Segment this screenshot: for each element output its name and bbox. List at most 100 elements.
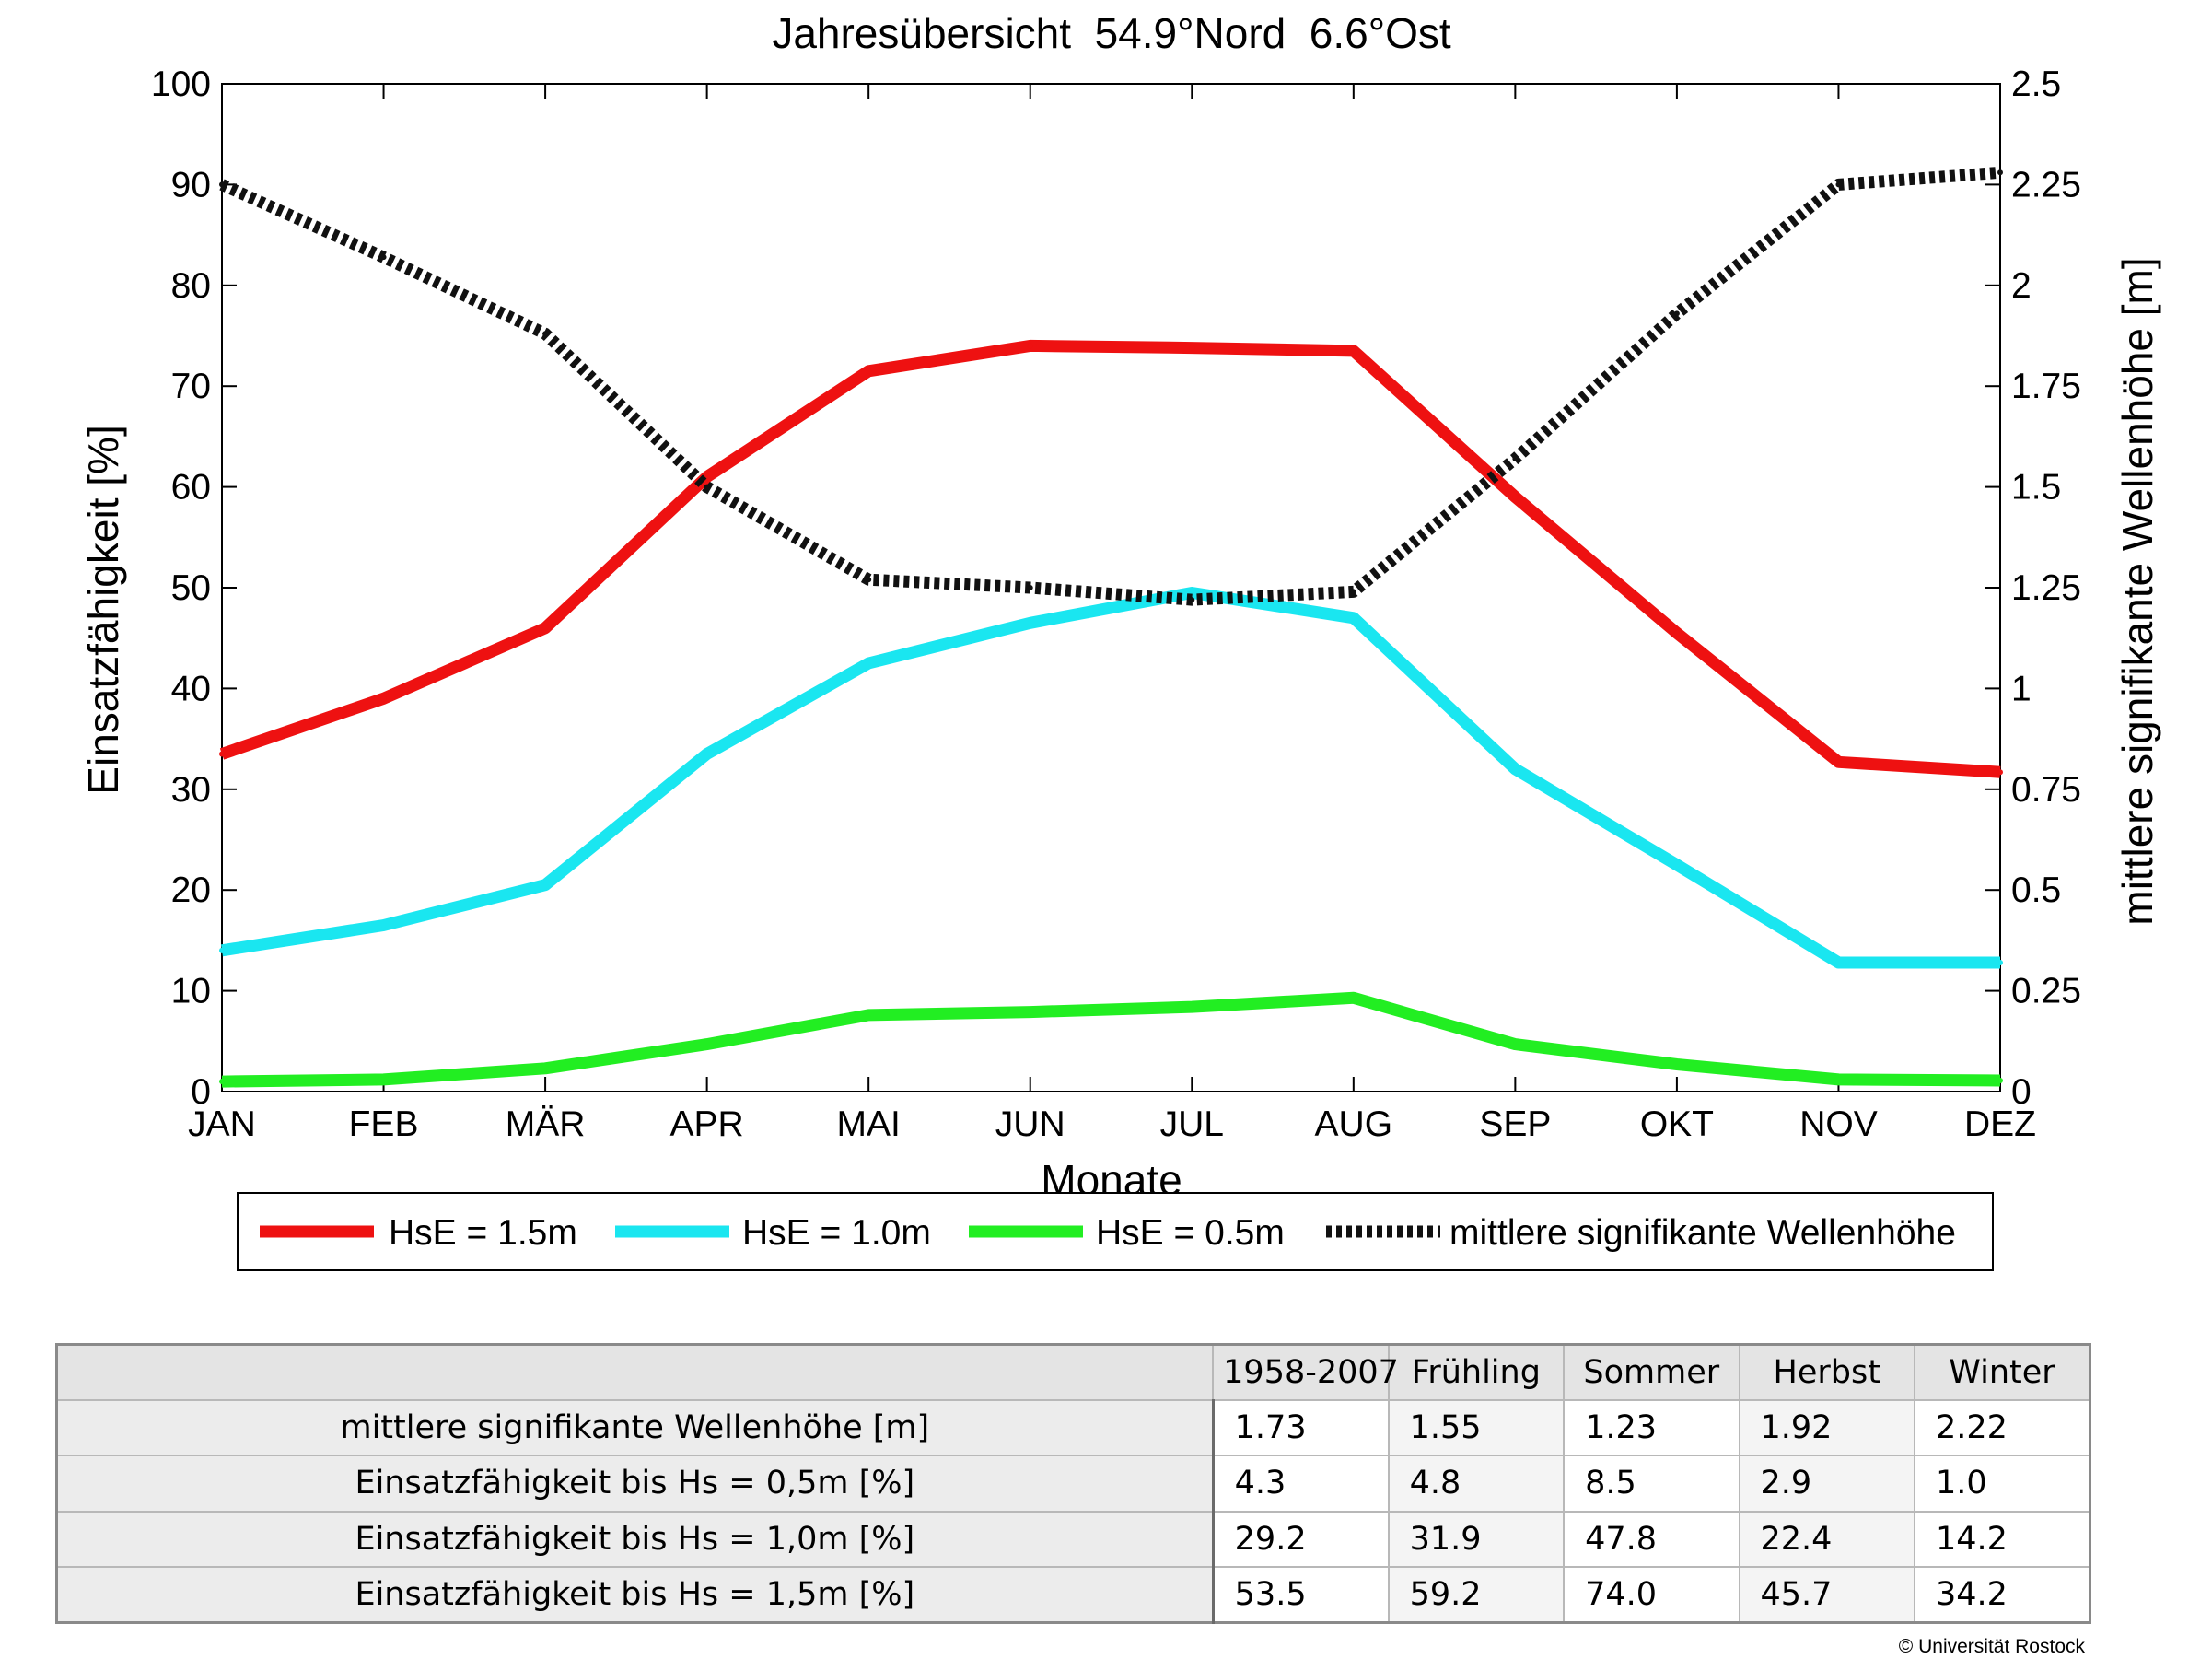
y2-tick-label: 2.5 (2011, 64, 2061, 104)
y-tick-label: 0 (191, 1072, 211, 1112)
y2-tick-label: 0.25 (2011, 972, 2081, 1011)
table-row: Einsatzfähigkeit bis Hs = 1,5m [%] 53.5 … (55, 1565, 2091, 1624)
data-point (1997, 169, 2003, 176)
legend-label: HsE = 0.5m (1096, 1213, 1285, 1253)
table-cell: 2.9 (1738, 1455, 1915, 1513)
y2-tick-label: 0.75 (2011, 770, 2081, 810)
table-cell: 1.23 (1563, 1399, 1740, 1457)
y2-tick-label: 2.25 (2011, 165, 2081, 204)
column-header: Sommer (1563, 1343, 1740, 1402)
legend-label: mittlere signifikante Wellenhöhe (1449, 1213, 1956, 1253)
row-label: Einsatzfähigkeit bis Hs = 1,5m [%] (55, 1565, 1215, 1624)
data-point (866, 660, 872, 667)
x-tick-label: FEB (349, 1104, 419, 1144)
data-point (704, 751, 710, 757)
row-label: mittlere signifikante Wellenhöhe [m] (55, 1399, 1215, 1457)
x-tick-label: SEP (1479, 1104, 1551, 1144)
y-tick-label: 50 (171, 568, 211, 608)
table-cell: 8.5 (1563, 1455, 1740, 1513)
x-tick-label: MÄR (506, 1104, 586, 1144)
table-cell: 1.92 (1738, 1399, 1915, 1457)
data-point (1027, 1009, 1033, 1015)
data-point (1835, 959, 1842, 965)
data-point (1189, 597, 1195, 603)
data-point (380, 695, 387, 702)
data-point (1835, 759, 1842, 765)
row-label: Einsatzfähigkeit bis Hs = 1,0m [%] (55, 1510, 1215, 1568)
data-point (380, 1076, 387, 1082)
data-point (1673, 861, 1680, 868)
data-point (1350, 995, 1356, 1001)
y-tick-label: 40 (171, 669, 211, 708)
series-line (221, 991, 2001, 1088)
data-point (1997, 959, 2003, 965)
x-tick-label: DEZ (1964, 1104, 2036, 1144)
table-cell: 31.9 (1387, 1510, 1566, 1568)
data-point (219, 947, 225, 953)
y2-tick-label: 1.25 (2011, 568, 2081, 608)
data-point (1512, 765, 1519, 772)
data-point (542, 882, 549, 888)
table-cell: 1.73 (1212, 1399, 1390, 1457)
table-header-row: 1958-2007 Frühling Sommer Herbst Winter (55, 1343, 2091, 1402)
series-line (219, 339, 2001, 778)
table-cell: 2.22 (1913, 1399, 2091, 1457)
x-tick-label: MAI (837, 1104, 901, 1144)
y2-tick-label: 1 (2011, 669, 2032, 708)
x-tick-label: APR (670, 1104, 744, 1144)
plot-area (221, 83, 2001, 1092)
table-cell: 22.4 (1738, 1510, 1915, 1568)
column-header: Winter (1913, 1343, 2091, 1402)
data-point (219, 181, 225, 188)
series-line (219, 166, 2001, 606)
row-label: Einsatzfähigkeit bis Hs = 0,5m [%] (55, 1455, 1215, 1513)
y-tick-label: 60 (171, 468, 211, 508)
data-point (1997, 1077, 2003, 1083)
y2-tick-label: 2 (2011, 266, 2032, 306)
data-point (542, 625, 549, 631)
chart-title: Jahresübersicht 54.9°Nord 6.6°Ost (772, 9, 1451, 57)
y2-tick-label: 0 (2011, 1072, 2032, 1112)
data-point (1512, 494, 1519, 500)
table-corner-cell (55, 1343, 1215, 1402)
data-point (1997, 769, 2003, 776)
table-cell: 47.8 (1563, 1510, 1740, 1568)
x-tick-label: JAN (188, 1104, 256, 1144)
table-cell: 29.2 (1212, 1510, 1390, 1568)
table-row: Einsatzfähigkeit bis Hs = 0,5m [%] 4.3 4… (55, 1455, 2091, 1513)
y-tick-label: 10 (171, 972, 211, 1011)
table-cell: 74.0 (1563, 1565, 1740, 1624)
table-cell: 45.7 (1738, 1565, 1915, 1624)
y-tick-label: 20 (171, 870, 211, 910)
summary-table: 1958-2007 Frühling Sommer Herbst Winter … (55, 1343, 2091, 1624)
series-line (221, 587, 2000, 969)
table-cell: 1.0 (1913, 1455, 2091, 1513)
data-point (1673, 310, 1680, 317)
data-point (1350, 614, 1356, 621)
y-tick-label: 90 (171, 165, 211, 204)
y2-tick-label: 1.5 (2011, 468, 2061, 508)
data-point (1673, 630, 1680, 637)
data-point (219, 751, 225, 757)
copyright-note: © Universität Rostock (1898, 1636, 2085, 1657)
data-point (380, 254, 387, 261)
table-row: mittlere signifikante Wellenhöhe [m] 1.7… (55, 1399, 2091, 1457)
legend-box (237, 1192, 1994, 1271)
data-point (542, 331, 549, 337)
legend-label: HsE = 1.0m (742, 1213, 931, 1253)
data-point (1350, 589, 1356, 595)
y2-tick-label: 0.5 (2011, 870, 2061, 910)
x-tick-label: NOV (1799, 1104, 1878, 1144)
data-point (1835, 181, 1842, 188)
table-cell: 34.2 (1913, 1565, 2091, 1624)
data-point (1512, 1041, 1519, 1047)
data-point (1673, 1061, 1680, 1068)
y-tick-label: 30 (171, 770, 211, 810)
data-point (1189, 1004, 1195, 1011)
table-cell: 53.5 (1212, 1565, 1390, 1624)
table-cell: 59.2 (1387, 1565, 1566, 1624)
data-point (542, 1065, 549, 1071)
column-header: Frühling (1387, 1343, 1566, 1402)
data-point (704, 1041, 710, 1047)
